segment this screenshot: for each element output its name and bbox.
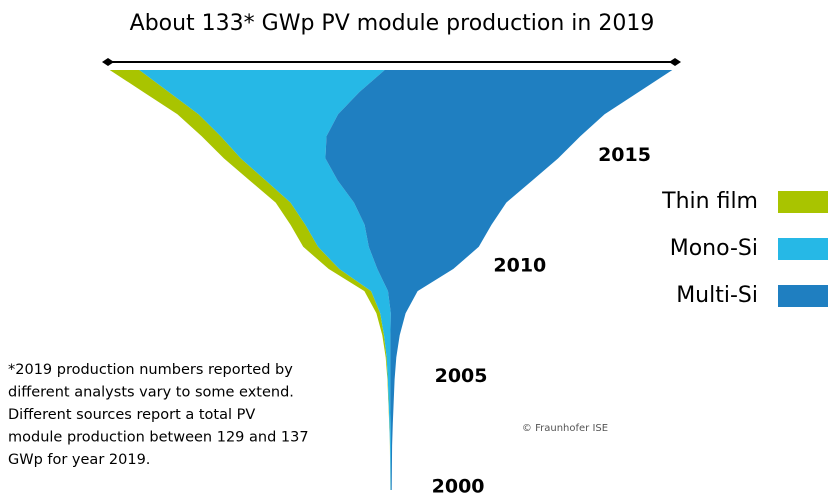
- footnote: GWp for year 2019.: [8, 452, 150, 468]
- legend-label: Thin film: [661, 189, 758, 214]
- credit: © Fraunhofer ISE: [522, 423, 608, 434]
- stream-area: [325, 70, 673, 490]
- footnote: different analysts vary to some extend.: [8, 385, 294, 401]
- chart-title: About 133* GWp PV module production in 2…: [130, 11, 655, 36]
- legend-swatch: [778, 285, 828, 307]
- legend-label: Mono-Si: [670, 236, 758, 261]
- footnote: module production between 129 and 137: [8, 430, 309, 446]
- legend-swatch: [778, 238, 828, 260]
- year-label: 2010: [493, 254, 546, 276]
- year-label: 2000: [432, 476, 485, 497]
- footnote: *2019 production numbers reported by: [8, 362, 293, 378]
- width-arrow: [102, 58, 681, 66]
- footnote: Different sources report a total PV: [8, 407, 255, 423]
- year-label: 2015: [598, 144, 651, 166]
- year-label: 2005: [435, 365, 488, 387]
- legend-swatch: [778, 191, 828, 213]
- stream-area: [139, 70, 391, 490]
- legend-label: Multi-Si: [676, 283, 758, 308]
